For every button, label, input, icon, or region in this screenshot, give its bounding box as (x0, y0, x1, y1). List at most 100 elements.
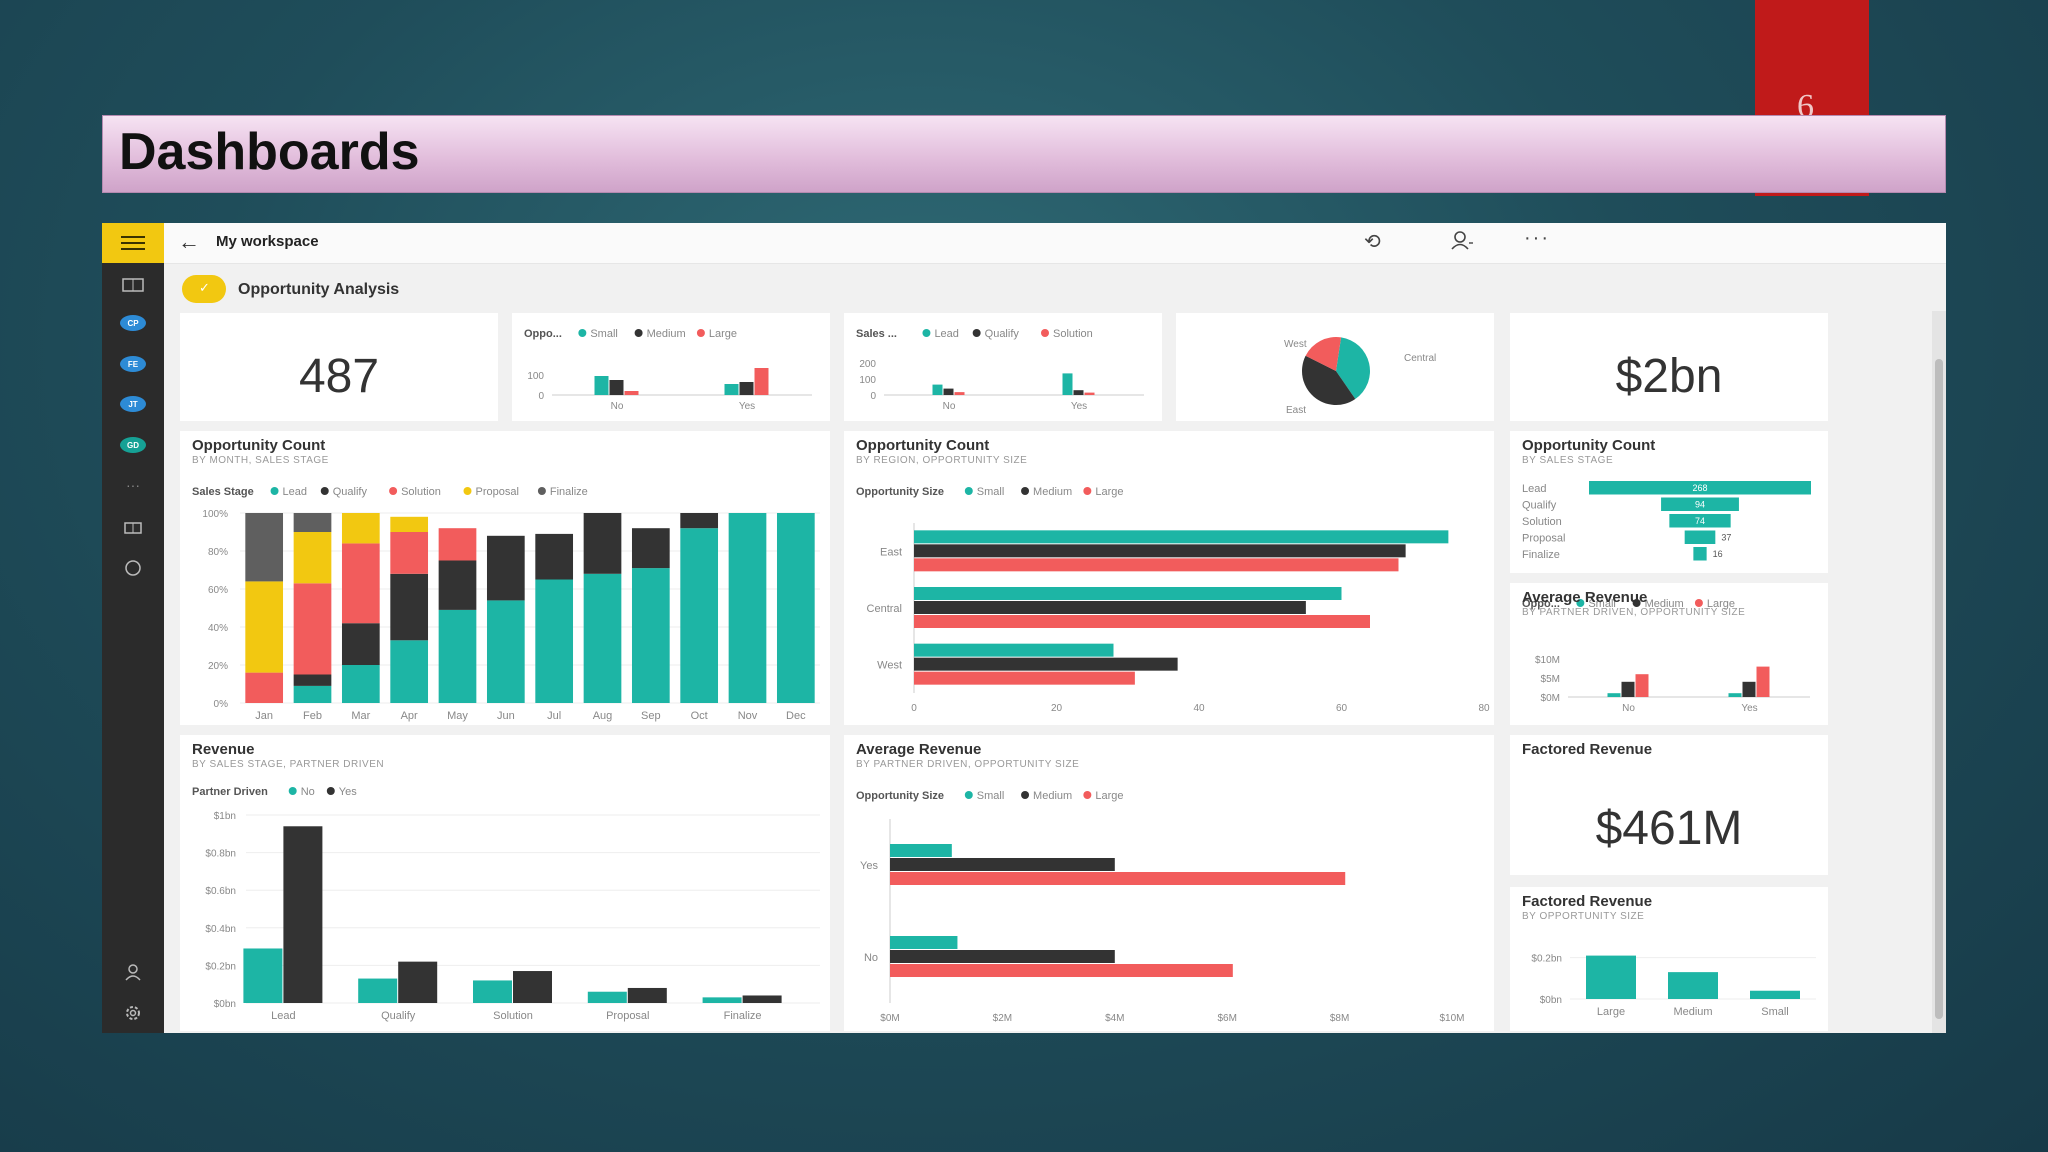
legend-dot (1021, 791, 1030, 799)
y-tick-label: West (877, 660, 902, 672)
x-tick-label: Yes (739, 401, 755, 412)
recent-icon[interactable] (121, 556, 145, 580)
workspaces-icon[interactable] (121, 273, 145, 297)
legend-dot (288, 787, 297, 795)
legend-label: Yes (339, 786, 357, 798)
apps-icon[interactable] (121, 515, 145, 539)
tile-opportunity-count-card[interactable]: 487 (180, 313, 498, 421)
tile-subtitle: BY PARTNER DRIVEN, OPPORTUNITY SIZE (856, 759, 1080, 770)
y-tick-label: 0% (214, 699, 229, 710)
bar (513, 971, 552, 1003)
tile-mini-stage-chart[interactable]: Sales ... Lead Qualify Solution 200 100 0 No Yes (844, 313, 1162, 421)
menu-icon-bar (121, 242, 145, 244)
settings-gear-icon[interactable] (121, 1001, 145, 1025)
slide-title: Dashboards (119, 123, 420, 181)
tile-revenue-card[interactable]: $2bn (1510, 313, 1828, 421)
x-tick-label: Feb (303, 710, 322, 722)
stacked-bar-segment (583, 513, 622, 574)
more-workspaces-icon[interactable]: ··· (126, 477, 140, 493)
legend-label: Medium (647, 328, 686, 340)
stacked-bar-segment (293, 532, 332, 584)
stacked-bar-segment (293, 583, 332, 675)
user-icon[interactable] (1450, 229, 1474, 257)
stacked-month-chart: Sales Stage Lead Qualify Solution Proposal Fi… (192, 486, 820, 722)
bar (724, 384, 739, 395)
scrollbar-thumb[interactable] (1935, 359, 1943, 1019)
y-tick-label: 20% (208, 661, 228, 672)
bar (932, 384, 943, 395)
bar (1750, 990, 1800, 999)
tile-subtitle: BY PARTNER DRIVEN, OPPORTUNITY SIZE (1522, 607, 1746, 618)
x-tick-label: 60 (1336, 703, 1348, 714)
funnel-label: Lead (1522, 483, 1546, 495)
tile-title: Average Revenue (1522, 589, 1648, 606)
tile-avg-revenue-big[interactable]: Average Revenue BY PARTNER DRIVEN, OPPOR… (844, 735, 1494, 1031)
x-tick-label: 80 (1478, 703, 1490, 714)
back-arrow-icon[interactable]: ← (178, 229, 200, 254)
tile-mini-size-chart[interactable]: Oppo... Small Medium Large 100 0 No Yes (512, 313, 830, 421)
bar (627, 987, 667, 1003)
y-tick-label: 60% (208, 585, 228, 596)
workspace-badge-cp[interactable]: CP (120, 315, 146, 331)
funnel-bar (1693, 547, 1707, 561)
legend-label: Finalize (550, 486, 588, 498)
legend-label: Lead (283, 486, 307, 498)
tile-stage-funnel[interactable]: Opportunity Count BY SALES STAGE Lead 268… (1510, 431, 1828, 573)
tile-factored-revenue-card[interactable]: Factored Revenue $461M (1510, 735, 1828, 875)
workspace-badge-jt[interactable]: JT (120, 396, 146, 412)
bar (914, 558, 1399, 572)
tile-revenue-stage[interactable]: Revenue BY SALES STAGE, PARTNER DRIVEN P… (180, 735, 830, 1031)
count-value: 487 (298, 350, 380, 403)
legend-label: Qualify (333, 486, 368, 498)
hamburger-menu-button[interactable] (102, 223, 164, 263)
y-tick-label: 200 (859, 359, 876, 370)
more-icon[interactable]: ··· (1524, 227, 1550, 249)
workspace-badge-gd[interactable]: GD (120, 437, 146, 453)
legend-dot (972, 329, 981, 337)
stacked-bar-segment (680, 513, 719, 529)
y-tick-label: $0M (1541, 693, 1560, 704)
slide-title-banner: Dashboards (102, 115, 1946, 193)
legend-dot (1041, 329, 1049, 337)
bar (914, 587, 1342, 600)
legend-dot (634, 329, 643, 337)
workspace-badge-fe[interactable]: FE (120, 356, 146, 372)
pie-slice (1336, 337, 1370, 399)
y-tick-label: 100 (859, 375, 876, 386)
account-icon[interactable] (121, 960, 145, 984)
tile-subtitle: BY MONTH, SALES STAGE (192, 455, 329, 466)
tile-region-bar[interactable]: Opportunity Count BY REGION, OPPORTUNITY… (844, 431, 1494, 725)
tile-stacked-month[interactable]: Opportunity Count BY MONTH, SALES STAGE … (180, 431, 830, 725)
y-tick-label: $5M (1541, 674, 1560, 685)
refresh-icon[interactable]: ⟲ (1364, 231, 1381, 253)
y-tick-label: $0bn (214, 999, 236, 1010)
bar (890, 950, 1115, 963)
x-tick-label: $0M (880, 1013, 899, 1024)
legend-label: Small (1588, 598, 1616, 610)
checkmark-icon: ✓ (199, 280, 210, 295)
stacked-bar-segment (438, 560, 477, 610)
bar (890, 964, 1233, 977)
y-tick-label: 0 (538, 391, 544, 402)
tile-avg-revenue-small[interactable]: Average Revenue BY PARTNER DRIVEN, OPPOR… (1510, 583, 1828, 725)
legend-label: Proposal (476, 486, 519, 498)
x-tick-label: Mar (351, 710, 370, 722)
bar (473, 980, 512, 1003)
legend-dot (696, 329, 705, 337)
funnel-bar (1669, 514, 1731, 528)
legend-dot (1576, 599, 1585, 607)
vertical-scrollbar[interactable] (1932, 311, 1946, 1033)
legend-dot (1083, 487, 1092, 495)
legend-dot (578, 329, 587, 337)
tile-factored-size[interactable]: Factored Revenue BY OPPORTUNITY SIZE $0.… (1510, 887, 1828, 1031)
y-tick-label: 100 (527, 371, 544, 382)
revenue-stage-chart: Partner Driven No Yes $1bn $0.8bn $0.6bn $0.4b… (192, 786, 820, 1022)
bar (358, 978, 398, 1003)
pie-slice (1302, 355, 1356, 405)
x-tick-label: Solution (493, 1010, 533, 1022)
funnel-label: Proposal (1522, 533, 1565, 545)
bar (609, 380, 624, 395)
top-bar: ← My workspace ⟲ ··· (164, 223, 1946, 264)
tile-region-pie[interactable]: West Central East (1176, 313, 1494, 421)
bar (624, 391, 639, 395)
